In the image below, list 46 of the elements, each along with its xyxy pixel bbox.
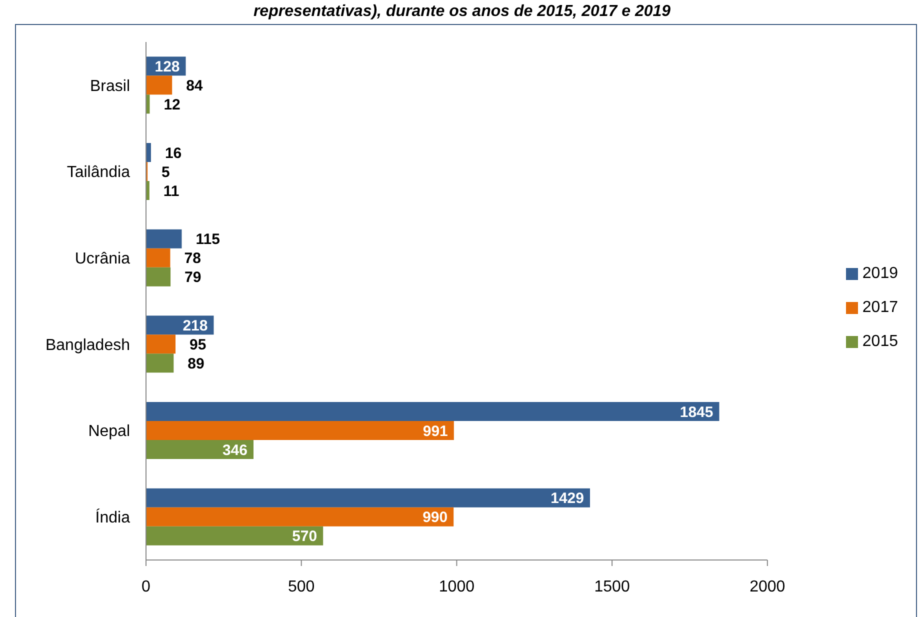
legend-label: 2015	[862, 333, 898, 350]
x-tick-label: 0	[142, 578, 151, 596]
data-label: 16	[164, 144, 182, 162]
bar	[146, 229, 182, 248]
data-label: 128	[154, 58, 180, 76]
y-tick-label: Nepal	[88, 423, 130, 440]
bar	[146, 143, 151, 162]
data-label: 79	[184, 269, 202, 286]
bar	[146, 267, 171, 286]
bar	[146, 248, 170, 268]
legend-label: 2019	[862, 265, 898, 282]
data-label: 990	[422, 509, 448, 526]
y-tick-label: Brasil	[90, 78, 130, 95]
y-tick-label: Bangladesh	[45, 336, 130, 354]
y-tick-label: Índia	[95, 508, 130, 527]
data-label: 89	[188, 355, 204, 372]
data-label: 84	[186, 77, 204, 94]
bar	[146, 440, 254, 460]
bar	[146, 334, 176, 354]
chart-title: representativas), durante os anos de 2015, 2017 e 2019	[252, 3, 672, 21]
x-tick-label: 1000	[438, 578, 475, 596]
data-label: 95	[190, 336, 206, 354]
x-tick-label: 500	[288, 578, 315, 596]
data-label: 5	[162, 164, 170, 181]
data-label: 991	[422, 422, 448, 440]
legend-label: 2017	[862, 299, 898, 316]
data-label: 115	[196, 231, 220, 248]
bar	[146, 526, 324, 546]
bar	[146, 354, 174, 373]
x-tick-label: 1500	[594, 578, 630, 596]
data-label: 346	[222, 442, 248, 459]
bar	[146, 488, 590, 508]
bar	[146, 76, 172, 95]
data-label: 1429	[550, 490, 584, 508]
data-label: 11	[163, 182, 180, 200]
x-tick-label: 2000	[750, 578, 786, 596]
bar	[146, 402, 720, 422]
y-tick-label: Tailândia	[66, 164, 130, 182]
y-tick-label: Ucrânia	[74, 250, 130, 268]
data-label: 12	[164, 96, 180, 114]
bar	[146, 421, 454, 440]
bar	[146, 507, 454, 526]
data-label: 218	[182, 317, 208, 334]
data-label: 1845	[680, 404, 714, 421]
data-label: 78	[184, 250, 201, 268]
data-label: 570	[292, 528, 318, 546]
